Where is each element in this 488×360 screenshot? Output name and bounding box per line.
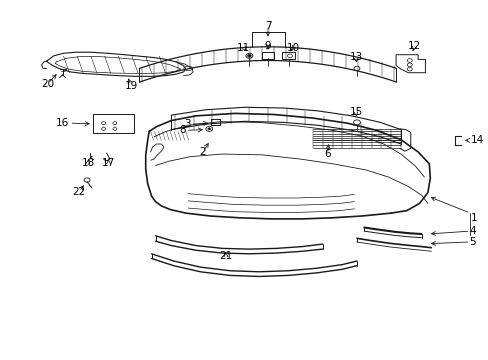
Text: 11: 11	[236, 42, 250, 53]
Text: 17: 17	[102, 158, 115, 168]
Text: 2: 2	[199, 147, 206, 157]
Text: 5: 5	[468, 237, 475, 247]
Circle shape	[207, 128, 210, 130]
Text: 12: 12	[407, 41, 421, 51]
Text: 16: 16	[56, 118, 69, 128]
Text: 21: 21	[219, 251, 232, 261]
Text: 4: 4	[468, 226, 475, 236]
Text: 9: 9	[264, 41, 271, 51]
Text: 14: 14	[469, 135, 483, 145]
Text: 13: 13	[348, 52, 362, 62]
Text: 1: 1	[469, 213, 476, 223]
Text: 19: 19	[124, 81, 138, 91]
Text: 15: 15	[348, 107, 362, 117]
FancyBboxPatch shape	[93, 114, 134, 133]
Text: 22: 22	[72, 186, 86, 197]
Text: 18: 18	[81, 158, 95, 168]
Text: 7: 7	[264, 21, 271, 31]
Text: 3: 3	[183, 119, 190, 129]
Text: 6: 6	[324, 149, 330, 159]
FancyBboxPatch shape	[282, 52, 295, 59]
Circle shape	[247, 54, 251, 57]
FancyBboxPatch shape	[210, 119, 219, 125]
FancyBboxPatch shape	[262, 52, 273, 59]
Text: 10: 10	[286, 42, 299, 53]
Text: 8: 8	[179, 125, 185, 135]
Text: 20: 20	[41, 78, 54, 89]
